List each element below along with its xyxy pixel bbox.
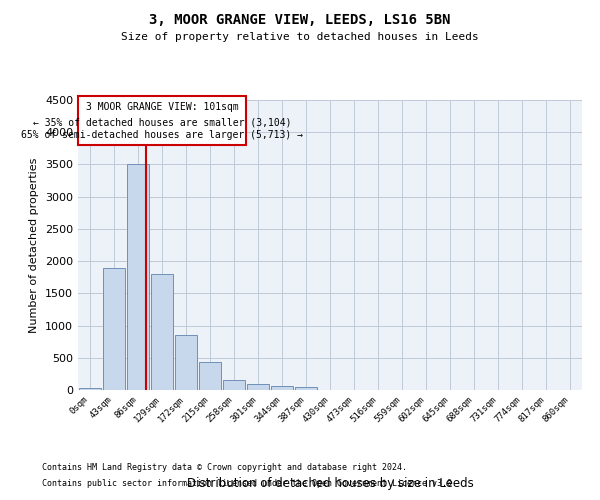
Text: 3, MOOR GRANGE VIEW, LEEDS, LS16 5BN: 3, MOOR GRANGE VIEW, LEEDS, LS16 5BN xyxy=(149,12,451,26)
Bar xyxy=(103,268,125,390)
Bar xyxy=(127,164,149,390)
Bar xyxy=(175,335,197,390)
Text: 65% of semi-detached houses are larger (5,713) →: 65% of semi-detached houses are larger (… xyxy=(21,130,303,140)
Text: Contains public sector information licensed under the Open Government Licence v3: Contains public sector information licen… xyxy=(42,478,457,488)
Y-axis label: Number of detached properties: Number of detached properties xyxy=(29,158,40,332)
Text: Size of property relative to detached houses in Leeds: Size of property relative to detached ho… xyxy=(121,32,479,42)
Text: 3 MOOR GRANGE VIEW: 101sqm: 3 MOOR GRANGE VIEW: 101sqm xyxy=(86,102,239,112)
Bar xyxy=(271,386,293,390)
Bar xyxy=(199,362,221,390)
Bar xyxy=(79,96,246,145)
Bar xyxy=(223,380,245,390)
Text: Contains HM Land Registry data © Crown copyright and database right 2024.: Contains HM Land Registry data © Crown c… xyxy=(42,464,407,472)
Bar xyxy=(295,387,317,390)
X-axis label: Distribution of detached houses by size in Leeds: Distribution of detached houses by size … xyxy=(187,477,473,490)
Bar xyxy=(151,274,173,390)
Bar xyxy=(247,384,269,390)
Bar xyxy=(79,388,101,390)
Text: ← 35% of detached houses are smaller (3,104): ← 35% of detached houses are smaller (3,… xyxy=(33,117,292,127)
